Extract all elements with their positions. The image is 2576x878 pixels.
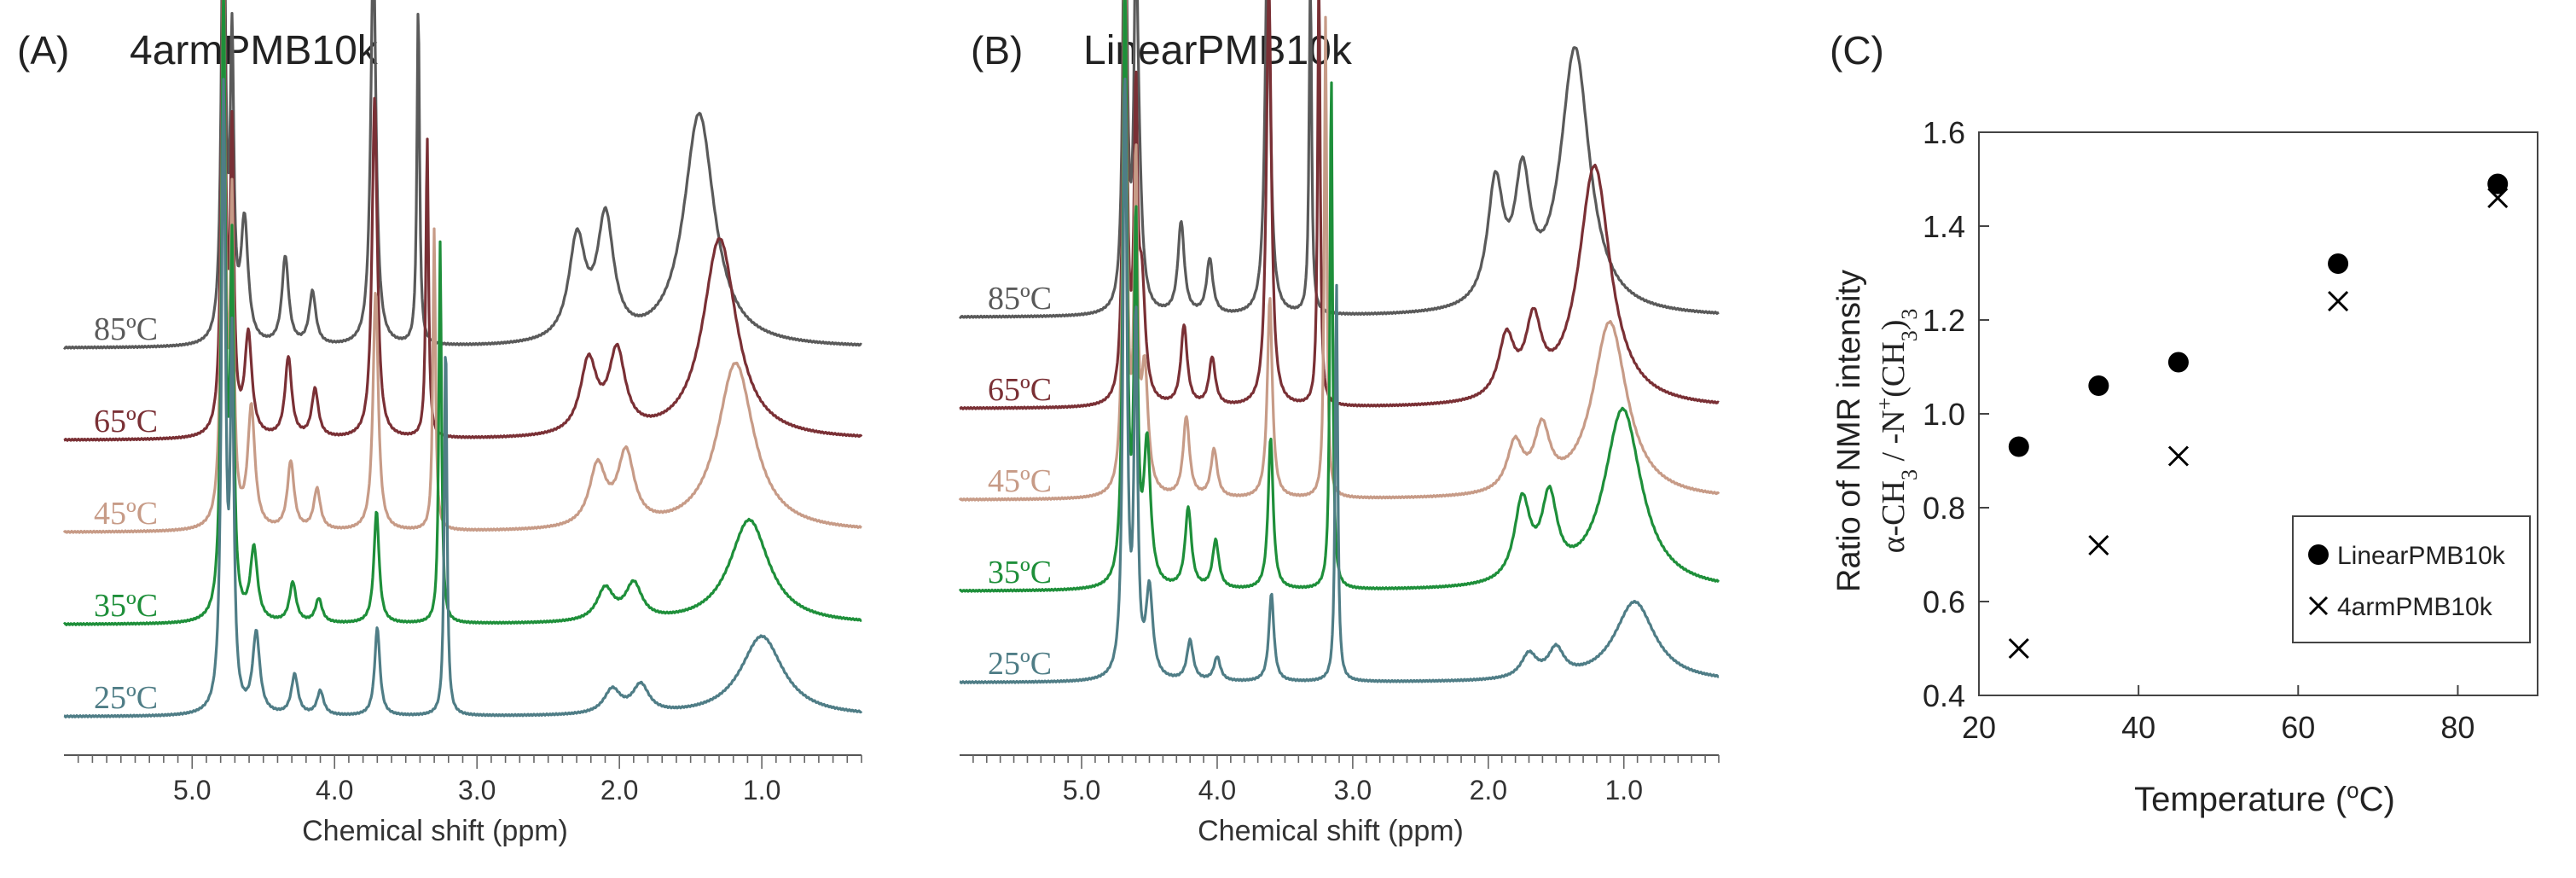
- ylabel-sub-1: 3: [1897, 469, 1922, 480]
- data-point-linear: [2088, 375, 2109, 396]
- panel-c-y-tick-label: 0.8: [1923, 491, 1965, 526]
- panel-c-y-tick-label: 0.4: [1923, 678, 1965, 713]
- xlabel-part-3: C): [2359, 781, 2395, 818]
- panel-a-spectrum-line-45c: [62, 0, 862, 534]
- panel-b-x-axis: 5.0 4.0 3.0 2.0 1.0: [960, 754, 1720, 805]
- ylabel-n: / -N: [1876, 410, 1912, 469]
- panel-a-temperature-label: 25ºC: [94, 680, 158, 716]
- panel-b-spectra: 85ºC 65ºC 45ºC 35ºC 25ºC: [958, 0, 1720, 684]
- panel-c-y-axis-label-line1: Ratio of NMR intensity: [1831, 270, 1867, 592]
- panel-b-temperature-label: 25ºC: [988, 646, 1052, 682]
- ylabel-sub-3: 3: [1897, 309, 1922, 320]
- ylabel-sup-plus: +: [1872, 398, 1897, 410]
- panel-c-y-axis-label-line2: α-CH3 / -N+(CH3)3: [1872, 309, 1922, 554]
- panel-a-x-tick-label: 5.0: [173, 775, 211, 805]
- panel-c-x-axis-label: Temperature (oC): [2134, 777, 2395, 818]
- panel-a-title: 4armPMB10k: [130, 28, 379, 73]
- panel-a-x-tick-label: 3.0: [458, 775, 496, 805]
- data-point-linear: [2008, 436, 2029, 457]
- panel-c-y-tick-label: 1.4: [1923, 209, 1965, 244]
- ylabel-alpha-ch: α-CH: [1876, 480, 1912, 553]
- panel-b-x-axis-label: Chemical shift (ppm): [1198, 815, 1464, 847]
- data-point-linear: [2487, 173, 2509, 195]
- xlabel-part-1: Temperature (: [2134, 781, 2347, 818]
- data-point-4arm: [2088, 534, 2109, 556]
- ylabel-paren: ): [1876, 320, 1912, 331]
- data-point-4arm: [2487, 187, 2509, 209]
- panel-b-x-tick-label: 4.0: [1198, 775, 1236, 805]
- panel-c-y-tick-label: 0.6: [1923, 584, 1965, 619]
- panel-a-x-tick-label: 2.0: [600, 775, 638, 805]
- legend-marker-linear: [2308, 544, 2329, 565]
- panel-c-y-tick-label: 1.6: [1923, 115, 1965, 150]
- panel-a: (A) 4armPMB10k 85ºC 65ºC 45ºC 35ºC 25ºC 5.0 4…: [17, 0, 863, 847]
- panel-c: (C) 0.4 0.6 0.8 1.0 1.2 1.4 1.6 20 40 60 80 LinearP…: [1830, 28, 2538, 818]
- panel-a-x-axis-label: Chemical shift (ppm): [302, 815, 568, 847]
- panel-b-x-tick-label: 1.0: [1605, 775, 1643, 805]
- panel-c-x-tick-label: 40: [2121, 710, 2155, 745]
- legend-label-4arm: 4armPMB10k: [2337, 593, 2493, 621]
- panel-b-temperature-label: 65ºC: [988, 372, 1052, 408]
- panel-c-plot: 0.4 0.6 0.8 1.0 1.2 1.4 1.6 20 40 60 80 LinearPMB10…: [1923, 115, 2538, 745]
- panel-c-x-tick-label: 20: [1962, 710, 1996, 745]
- xlabel-degree-o: o: [2347, 777, 2358, 803]
- ylabel-ch: (CH: [1876, 341, 1912, 397]
- data-point-4arm: [2167, 445, 2189, 467]
- panel-a-temperature-label: 45ºC: [94, 496, 158, 532]
- panel-a-spectrum-line-35c: [62, 0, 862, 626]
- panel-b-temperature-label: 45ºC: [988, 463, 1052, 499]
- data-point-linear: [2167, 352, 2189, 373]
- panel-c-label: (C): [1830, 28, 1884, 73]
- panel-b-x-tick-label: 5.0: [1063, 775, 1100, 805]
- panel-a-spectrum-line-85c: [63, 0, 862, 350]
- panel-b-x-tick-label: 2.0: [1470, 775, 1507, 805]
- data-point-4arm: [2008, 637, 2029, 660]
- data-point-linear: [2328, 253, 2349, 274]
- panel-c-x-tick-label: 80: [2440, 710, 2474, 745]
- panel-b-label: (B): [971, 28, 1023, 73]
- legend-box: [2292, 515, 2531, 643]
- panel-a-x-tick-label: 4.0: [316, 775, 353, 805]
- panel-b-temperature-label: 85ºC: [988, 281, 1052, 317]
- data-point-4arm: [2328, 290, 2349, 312]
- panel-c-y-tick-label: 1.0: [1923, 397, 1965, 432]
- panel-a-x-tick-label: 1.0: [743, 775, 780, 805]
- panel-b-temperature-label: 35ºC: [988, 555, 1052, 590]
- panel-a-spectra: 85ºC 65ºC 45ºC 35ºC 25ºC: [62, 0, 863, 718]
- panel-c-x-tick-label: 60: [2281, 710, 2315, 745]
- panel-b-spectrum-line-85c: [959, 0, 1720, 319]
- panel-a-temperature-label: 65ºC: [94, 404, 158, 439]
- legend-marker-4arm: [2308, 596, 2329, 616]
- panel-a-x-axis: 5.0 4.0 3.0 2.0 1.0: [64, 754, 862, 805]
- legend-label-linear: LinearPMB10k: [2337, 542, 2506, 570]
- panel-a-temperature-label: 35ºC: [94, 588, 158, 624]
- panel-c-y-tick-label: 1.2: [1923, 303, 1965, 338]
- panel-a-spectrum-line-65c: [63, 0, 863, 442]
- panel-a-label: (A): [17, 28, 69, 73]
- panel-b-spectrum-line-25c: [959, 78, 1720, 684]
- panel-b-spectrum-line-65c: [959, 0, 1720, 410]
- panel-a-spectrum-line-25c: [63, 78, 863, 718]
- panel-a-temperature-label: 85ºC: [94, 311, 158, 347]
- panel-b-x-tick-label: 3.0: [1334, 775, 1372, 805]
- ylabel-sub-2: 3: [1897, 330, 1922, 341]
